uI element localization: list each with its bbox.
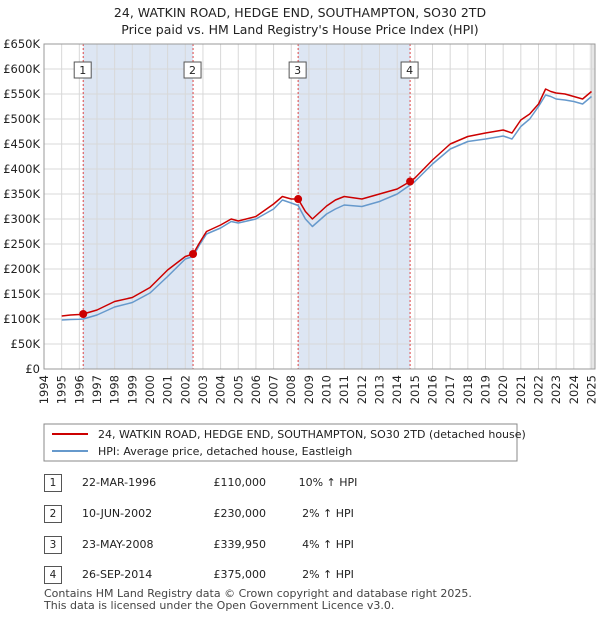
sale-point	[406, 177, 415, 186]
transaction-hpi: 2% ↑ HPI	[302, 507, 354, 520]
x-tick-label: 2006	[249, 375, 263, 404]
x-tick-label: 2002	[178, 375, 192, 404]
transaction-number: 1	[44, 474, 62, 492]
x-tick-label: 2024	[567, 375, 581, 404]
transaction-price: £339,950	[213, 538, 267, 551]
transaction-number: 3	[44, 536, 62, 554]
x-tick-label: 2010	[320, 375, 334, 404]
plot-frame	[43, 43, 596, 370]
y-tick-label: £650K	[3, 37, 40, 51]
transaction-date: 22-MAR-1996	[82, 476, 157, 489]
y-tick-label: £0	[25, 362, 40, 376]
footer-line1: Contains HM Land Registry data © Crown c…	[44, 587, 472, 600]
y-tick-label: £50K	[11, 337, 41, 351]
x-tick-label: 2018	[461, 375, 475, 404]
x-tick-label: 2012	[355, 375, 369, 404]
x-tick-label: 2013	[373, 375, 387, 404]
transaction-price: £230,000	[213, 507, 267, 520]
y-tick-label: £100K	[3, 312, 40, 326]
x-tick-label: 2015	[408, 375, 422, 404]
chart-title-line1: 24, WATKIN ROAD, HEDGE END, SOUTHAMPTON,…	[113, 5, 487, 20]
x-tick-label: 2020	[496, 375, 510, 404]
x-tick-label: 1996	[72, 375, 86, 404]
transaction-hpi: 10% ↑ HPI	[298, 476, 358, 489]
x-tick-label: 2000	[143, 375, 157, 404]
price-chart: £0 £50K £100K £150K £200K £250K £300K £350K £400…	[3, 37, 598, 462]
sale-marker-box	[288, 61, 307, 79]
x-tick-label: 2008	[284, 375, 298, 404]
chart-title-line2: Price paid vs. HM Land Registry's House …	[121, 22, 479, 37]
table-row: 1 22-MAR-1996 £110,000 10% ↑ HPI	[0, 474, 600, 492]
transaction-date: 26-SEP-2014	[82, 568, 153, 581]
x-tick-label: 2009	[302, 375, 316, 404]
table-row: 2 10-JUN-2002 £230,000 2% ↑ HPI	[0, 505, 600, 523]
y-tick-label: £200K	[3, 262, 40, 276]
x-tick-label: 2025	[584, 375, 598, 404]
y-tick-label: £450K	[3, 137, 40, 151]
y-tick-label: £350K	[3, 187, 40, 201]
transaction-price: £110,000	[213, 476, 267, 489]
sale-marker-label: 2	[189, 64, 196, 77]
footer-attribution: Contains HM Land Registry data © Crown c…	[44, 588, 472, 612]
sale-point	[189, 250, 198, 258]
x-tick-label: 2003	[196, 375, 210, 404]
x-tick-label: 2023	[549, 375, 563, 404]
x-tick-label: 1997	[90, 375, 104, 404]
price-paid-line	[61, 88, 592, 317]
y-tick-label: £500K	[3, 112, 40, 126]
x-tick-label: 2007	[267, 375, 281, 404]
legend: 24, WATKIN ROAD, HEDGE END, SOUTHAMPTON,…	[43, 423, 526, 462]
legend-label-hpi: HPI: Average price, detached house, East…	[98, 445, 352, 458]
footer-line2: This data is licensed under the Open Gov…	[44, 599, 395, 612]
x-tick-label: 2017	[443, 375, 457, 404]
y-tick-label: £600K	[3, 62, 40, 76]
sale-marker-box	[73, 61, 92, 79]
sale-marker-box	[400, 61, 419, 79]
y-tick-label: £300K	[3, 212, 40, 226]
sale-marker-box	[183, 61, 202, 79]
x-tick-label: 2022	[531, 375, 545, 404]
sale-point	[79, 310, 88, 318]
x-tick-label: 2005	[231, 375, 245, 404]
table-row: 3 23-MAY-2008 £339,950 4% ↑ HPI	[0, 536, 600, 554]
sale-point	[294, 195, 303, 204]
period-band	[83, 44, 194, 369]
chart-title: 24, WATKIN ROAD, HEDGE END, SOUTHAMPTON,…	[0, 4, 600, 38]
sale-marker-label: 1	[79, 64, 86, 77]
transaction-date: 10-JUN-2002	[82, 507, 153, 520]
x-tick-label: 1995	[55, 375, 69, 404]
y-tick-label: £550K	[3, 87, 40, 101]
y-tick-label: £150K	[3, 287, 40, 301]
sale-marker-label: 3	[294, 64, 301, 77]
y-tick-label: £400K	[3, 162, 40, 176]
x-tick-label: 2019	[479, 375, 493, 404]
hpi-line	[61, 94, 592, 321]
x-tick-label: 2014	[390, 375, 404, 404]
x-tick-label: 1999	[125, 375, 139, 404]
transaction-number: 4	[44, 566, 62, 584]
legend-box	[43, 423, 518, 462]
y-tick-label: £250K	[3, 237, 40, 251]
x-tick-label: 2001	[161, 375, 175, 404]
x-tick-label: 2021	[514, 375, 528, 404]
legend-label-price: 24, WATKIN ROAD, HEDGE END, SOUTHAMPTON,…	[98, 428, 526, 441]
x-tick-label: 2004	[214, 375, 228, 404]
transaction-hpi: 2% ↑ HPI	[302, 568, 354, 581]
sale-marker-label: 4	[406, 64, 413, 77]
x-tick-label: 2016	[426, 375, 440, 404]
x-tick-label: 1994	[37, 375, 51, 404]
transaction-date: 23-MAY-2008	[82, 538, 154, 551]
table-row: 4 26-SEP-2014 £375,000 2% ↑ HPI	[0, 566, 600, 584]
transaction-price: £375,000	[213, 568, 267, 581]
transaction-number: 2	[44, 505, 62, 523]
x-tick-label: 1998	[108, 375, 122, 404]
transaction-hpi: 4% ↑ HPI	[302, 538, 354, 551]
x-tick-label: 2011	[337, 375, 351, 404]
forecast-hatch	[589, 44, 595, 369]
